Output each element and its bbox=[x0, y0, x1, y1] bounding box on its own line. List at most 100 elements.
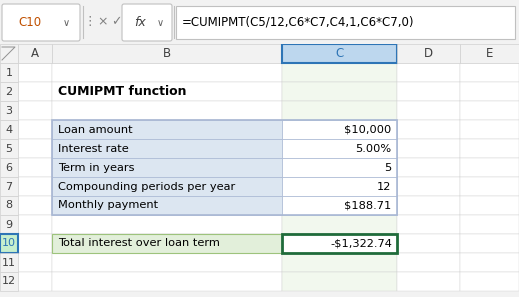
Text: ∨: ∨ bbox=[156, 18, 163, 28]
Text: Loan amount: Loan amount bbox=[58, 124, 133, 135]
Bar bbox=[18, 82, 52, 101]
Text: $10,000: $10,000 bbox=[344, 124, 391, 135]
Text: 4: 4 bbox=[5, 124, 12, 135]
Bar bbox=[52, 196, 282, 215]
Bar bbox=[52, 101, 282, 120]
Bar bbox=[460, 44, 519, 63]
Text: 7: 7 bbox=[5, 181, 12, 192]
Bar bbox=[52, 139, 282, 158]
Bar bbox=[0, 139, 18, 158]
Bar bbox=[52, 120, 397, 215]
Text: $188.71: $188.71 bbox=[344, 200, 391, 211]
Text: Compounding periods per year: Compounding periods per year bbox=[58, 181, 235, 192]
Bar bbox=[282, 234, 397, 253]
Bar bbox=[52, 120, 282, 139]
Bar bbox=[460, 63, 519, 82]
Text: 1: 1 bbox=[6, 67, 12, 78]
Bar bbox=[397, 139, 460, 158]
Text: CUMIPMT function: CUMIPMT function bbox=[58, 85, 186, 98]
Bar bbox=[397, 120, 460, 139]
Bar bbox=[52, 158, 282, 177]
Bar bbox=[52, 158, 282, 177]
Bar bbox=[52, 44, 282, 63]
Bar bbox=[18, 272, 52, 291]
FancyBboxPatch shape bbox=[2, 4, 80, 41]
Bar bbox=[397, 272, 460, 291]
Text: ∨: ∨ bbox=[62, 18, 70, 28]
Text: Total interest over loan term: Total interest over loan term bbox=[58, 238, 220, 249]
Bar bbox=[397, 196, 460, 215]
Bar bbox=[0, 101, 18, 120]
Bar bbox=[18, 101, 52, 120]
Text: 8: 8 bbox=[5, 200, 12, 211]
Bar bbox=[52, 272, 282, 291]
Bar bbox=[282, 82, 397, 101]
FancyBboxPatch shape bbox=[122, 4, 172, 41]
Bar bbox=[52, 177, 282, 196]
Bar bbox=[397, 215, 460, 234]
Bar bbox=[282, 158, 397, 177]
Bar bbox=[282, 196, 397, 215]
Text: 5.00%: 5.00% bbox=[355, 143, 391, 154]
Bar bbox=[397, 177, 460, 196]
Text: B: B bbox=[163, 47, 171, 60]
Bar bbox=[397, 44, 460, 63]
Bar bbox=[397, 158, 460, 177]
Bar bbox=[282, 196, 397, 215]
Bar bbox=[0, 196, 18, 215]
Bar bbox=[52, 253, 282, 272]
Bar bbox=[397, 101, 460, 120]
Bar bbox=[282, 139, 397, 158]
Bar bbox=[0, 82, 18, 101]
Bar bbox=[18, 158, 52, 177]
Bar bbox=[52, 234, 282, 253]
Bar bbox=[52, 196, 282, 215]
Bar bbox=[460, 139, 519, 158]
Bar bbox=[282, 215, 397, 234]
Bar bbox=[282, 158, 397, 177]
Bar bbox=[18, 196, 52, 215]
Text: C10: C10 bbox=[19, 15, 42, 29]
Bar bbox=[0, 120, 18, 139]
Text: 11: 11 bbox=[2, 257, 16, 268]
Bar bbox=[52, 234, 282, 253]
Text: 3: 3 bbox=[6, 105, 12, 116]
Bar bbox=[397, 234, 460, 253]
Bar bbox=[176, 6, 515, 39]
Bar bbox=[282, 272, 397, 291]
Text: fx: fx bbox=[134, 15, 146, 29]
Text: 6: 6 bbox=[6, 162, 12, 173]
Text: D: D bbox=[424, 47, 433, 60]
Bar bbox=[460, 215, 519, 234]
Text: 2: 2 bbox=[5, 86, 12, 97]
Text: ×: × bbox=[98, 15, 108, 29]
Bar bbox=[52, 82, 282, 101]
Bar bbox=[460, 158, 519, 177]
Bar bbox=[282, 44, 397, 63]
Bar bbox=[18, 177, 52, 196]
Bar bbox=[18, 234, 52, 253]
Bar bbox=[460, 196, 519, 215]
Bar bbox=[282, 177, 397, 196]
Bar bbox=[282, 139, 397, 158]
Bar bbox=[0, 177, 18, 196]
Text: 5: 5 bbox=[384, 162, 391, 173]
Bar bbox=[282, 63, 397, 82]
Bar bbox=[0, 234, 18, 253]
Bar bbox=[460, 272, 519, 291]
Bar bbox=[0, 272, 18, 291]
Bar bbox=[18, 139, 52, 158]
Bar bbox=[282, 120, 397, 139]
Text: ✓: ✓ bbox=[111, 15, 121, 29]
Text: Monthly payment: Monthly payment bbox=[58, 200, 158, 211]
Bar bbox=[460, 234, 519, 253]
Text: -$1,322.74: -$1,322.74 bbox=[330, 238, 392, 249]
Text: 5: 5 bbox=[6, 143, 12, 154]
Bar bbox=[18, 63, 52, 82]
Bar bbox=[460, 177, 519, 196]
Text: 12: 12 bbox=[377, 181, 391, 192]
Text: Interest rate: Interest rate bbox=[58, 143, 129, 154]
Bar bbox=[282, 234, 397, 253]
Bar bbox=[460, 101, 519, 120]
Bar bbox=[18, 44, 52, 63]
